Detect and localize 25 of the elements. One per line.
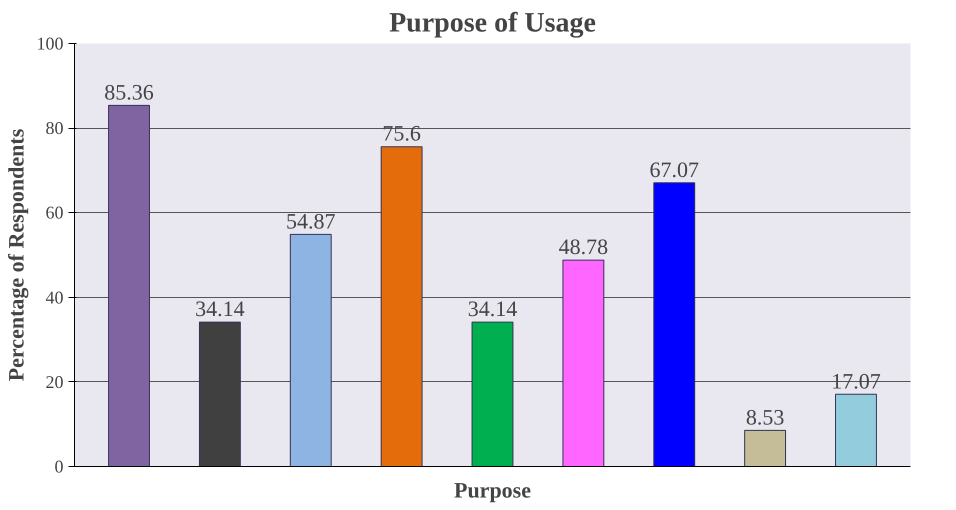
y-tick-label: 60 (46, 202, 64, 223)
y-tick-label: 40 (46, 287, 64, 308)
bar (653, 182, 696, 466)
data-label: 48.78 (558, 234, 608, 260)
chart-title: Purpose of Usage (389, 8, 596, 38)
bar (744, 430, 786, 466)
y-tick-label: 100 (36, 34, 64, 54)
bar (562, 260, 604, 466)
bar (198, 322, 241, 466)
y-tick-label: 80 (46, 118, 64, 138)
bar (472, 322, 514, 466)
bar (290, 234, 332, 466)
data-label: 8.53 (746, 404, 784, 430)
data-label: 54.87 (286, 208, 336, 234)
data-label: 34.14 (468, 296, 518, 322)
bar (380, 146, 423, 466)
data-label: 67.07 (649, 156, 699, 182)
bar (108, 104, 150, 466)
data-label: 34.14 (195, 296, 245, 322)
y-tick-label: 0 (54, 456, 64, 476)
x-axis-title: Purpose (454, 478, 532, 502)
data-label: 85.36 (104, 79, 154, 104)
y-axis-title: Percentage of Respondents (4, 128, 28, 382)
bar (835, 394, 877, 466)
y-tick-label: 20 (46, 372, 64, 392)
